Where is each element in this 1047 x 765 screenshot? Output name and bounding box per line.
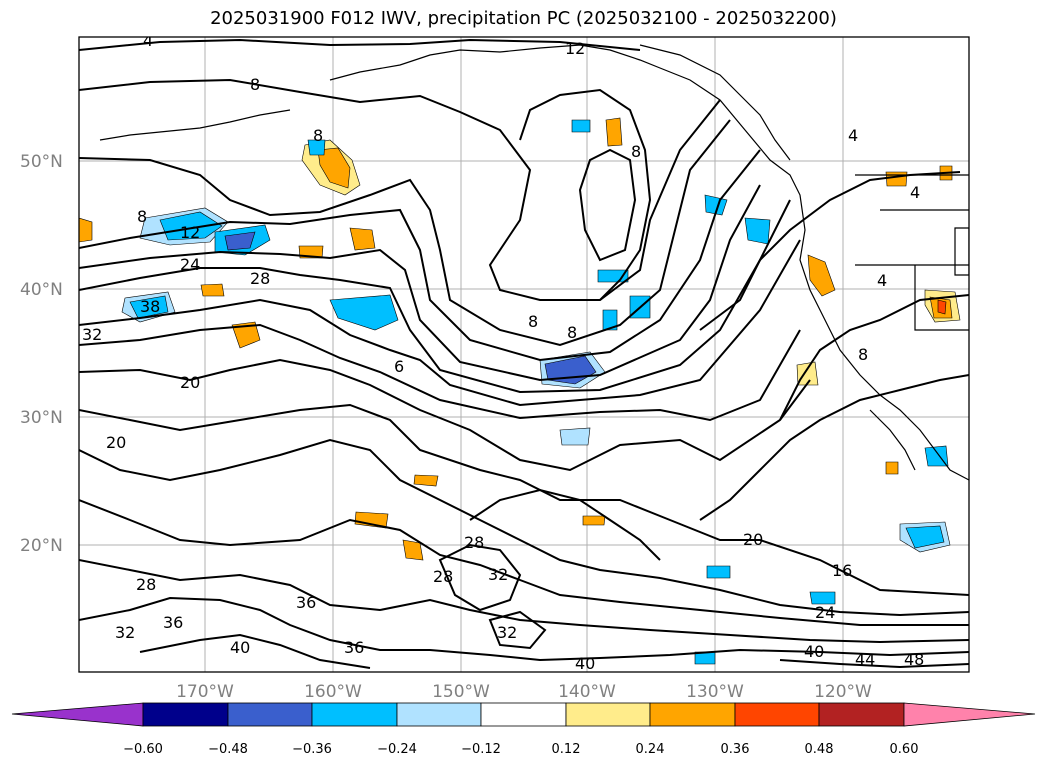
contour-label: 12 [180,223,200,242]
colorbar-tick-label: −0.36 [292,742,332,757]
lat-axis: 20°N 30°N 40°N 50°N [20,152,63,556]
colorbar-tick-label: −0.12 [461,742,501,757]
map-frame [78,36,970,673]
contour-label: 38 [140,297,160,316]
lat-label-20n: 20°N [20,536,63,556]
colorbar-segment [734,702,820,727]
contour-label: 16 [832,561,852,580]
lat-label-40n: 40°N [20,280,63,300]
colorbar-tick-label: −0.48 [208,742,248,757]
contour-label: 8 [137,207,147,226]
contour-label: 6 [394,357,404,376]
contour-label: 36 [296,593,316,612]
contour-label: 12 [565,39,585,58]
contour-label: 40 [804,642,824,661]
lon-label-130w: 130°W [686,682,744,702]
colorbar-tick-label: 0.60 [890,742,919,757]
colorbar-segment [227,702,313,727]
lon-label-160w: 160°W [304,682,362,702]
contour-label: 32 [497,623,517,642]
lon-label-150w: 150°W [432,682,490,702]
contour-label: 8 [858,345,868,364]
lon-axis: 170°W 160°W 150°W 140°W 130°W 120°W [176,682,872,702]
contour-label: 8 [250,75,260,94]
colorbar-segment [480,702,567,727]
contour-label: 4 [848,126,858,145]
iwv-contours [79,38,969,669]
contour-label: 36 [344,638,364,657]
contour-label: 20 [106,433,126,452]
contour-label: 8 [567,323,577,342]
map-title: 2025031900 F012 IWV, precipitation PC (2… [210,8,837,29]
contour-label: 4 [877,271,887,290]
contour-labels: 4 8 12 8 12 24 28 38 32 20 20 28 36 32 4… [82,31,924,673]
colorbar-tick-label: 0.24 [636,742,665,757]
contour-label: 8 [631,142,641,161]
colorbar-segment [142,702,229,727]
contour-label: 36 [163,613,183,632]
contour-label: 8 [528,312,538,331]
contour-label: 20 [180,373,200,392]
colorbar-ticks: −0.60 −0.48 −0.36 −0.24 −0.12 0.12 0.24 … [123,742,918,757]
colorbar-extend-left [11,702,144,727]
lon-label-120w: 120°W [814,682,872,702]
contour-label: 8 [313,126,323,145]
colorbar-tick-label: 0.12 [552,742,581,757]
contour-label: 40 [230,638,250,657]
contour-label: 28 [136,575,156,594]
colorbar-segment [565,702,651,727]
lon-label-170w: 170°W [176,682,234,702]
contour-label: 28 [464,533,484,552]
lat-label-30n: 30°N [20,408,63,428]
contour-label: 32 [488,565,508,584]
contour-label: 48 [904,650,924,669]
contour-label: 20 [743,530,763,549]
colorbar-segment [818,702,905,727]
colorbar-tick-label: −0.24 [377,742,417,757]
contour-label: 4 [143,31,153,50]
contour-label: 28 [433,567,453,586]
colorbar-extend-right [903,702,1036,727]
contour-label: 24 [180,255,200,274]
colorbar-tick-label: 0.36 [721,742,750,757]
contour-label: 4 [910,183,920,202]
colorbar: −0.60 −0.48 −0.36 −0.24 −0.12 0.12 0.24 … [11,702,1036,757]
contour-label: 32 [115,623,135,642]
colorbar-segment [396,702,482,727]
colorbar-tick-label: −0.60 [123,742,163,757]
contour-label: 24 [815,603,835,622]
contour-label: 40 [575,654,595,673]
contour-label: 28 [250,269,270,288]
colorbar-tick-label: 0.48 [805,742,834,757]
contour-label: 32 [82,325,102,344]
colorbar-segment [649,702,736,727]
colorbar-segment [311,702,398,727]
coastline [99,44,969,481]
precip-negative [121,119,951,665]
contour-label: 44 [855,650,875,669]
lon-label-140w: 140°W [558,682,616,702]
lat-label-50n: 50°N [20,152,63,172]
